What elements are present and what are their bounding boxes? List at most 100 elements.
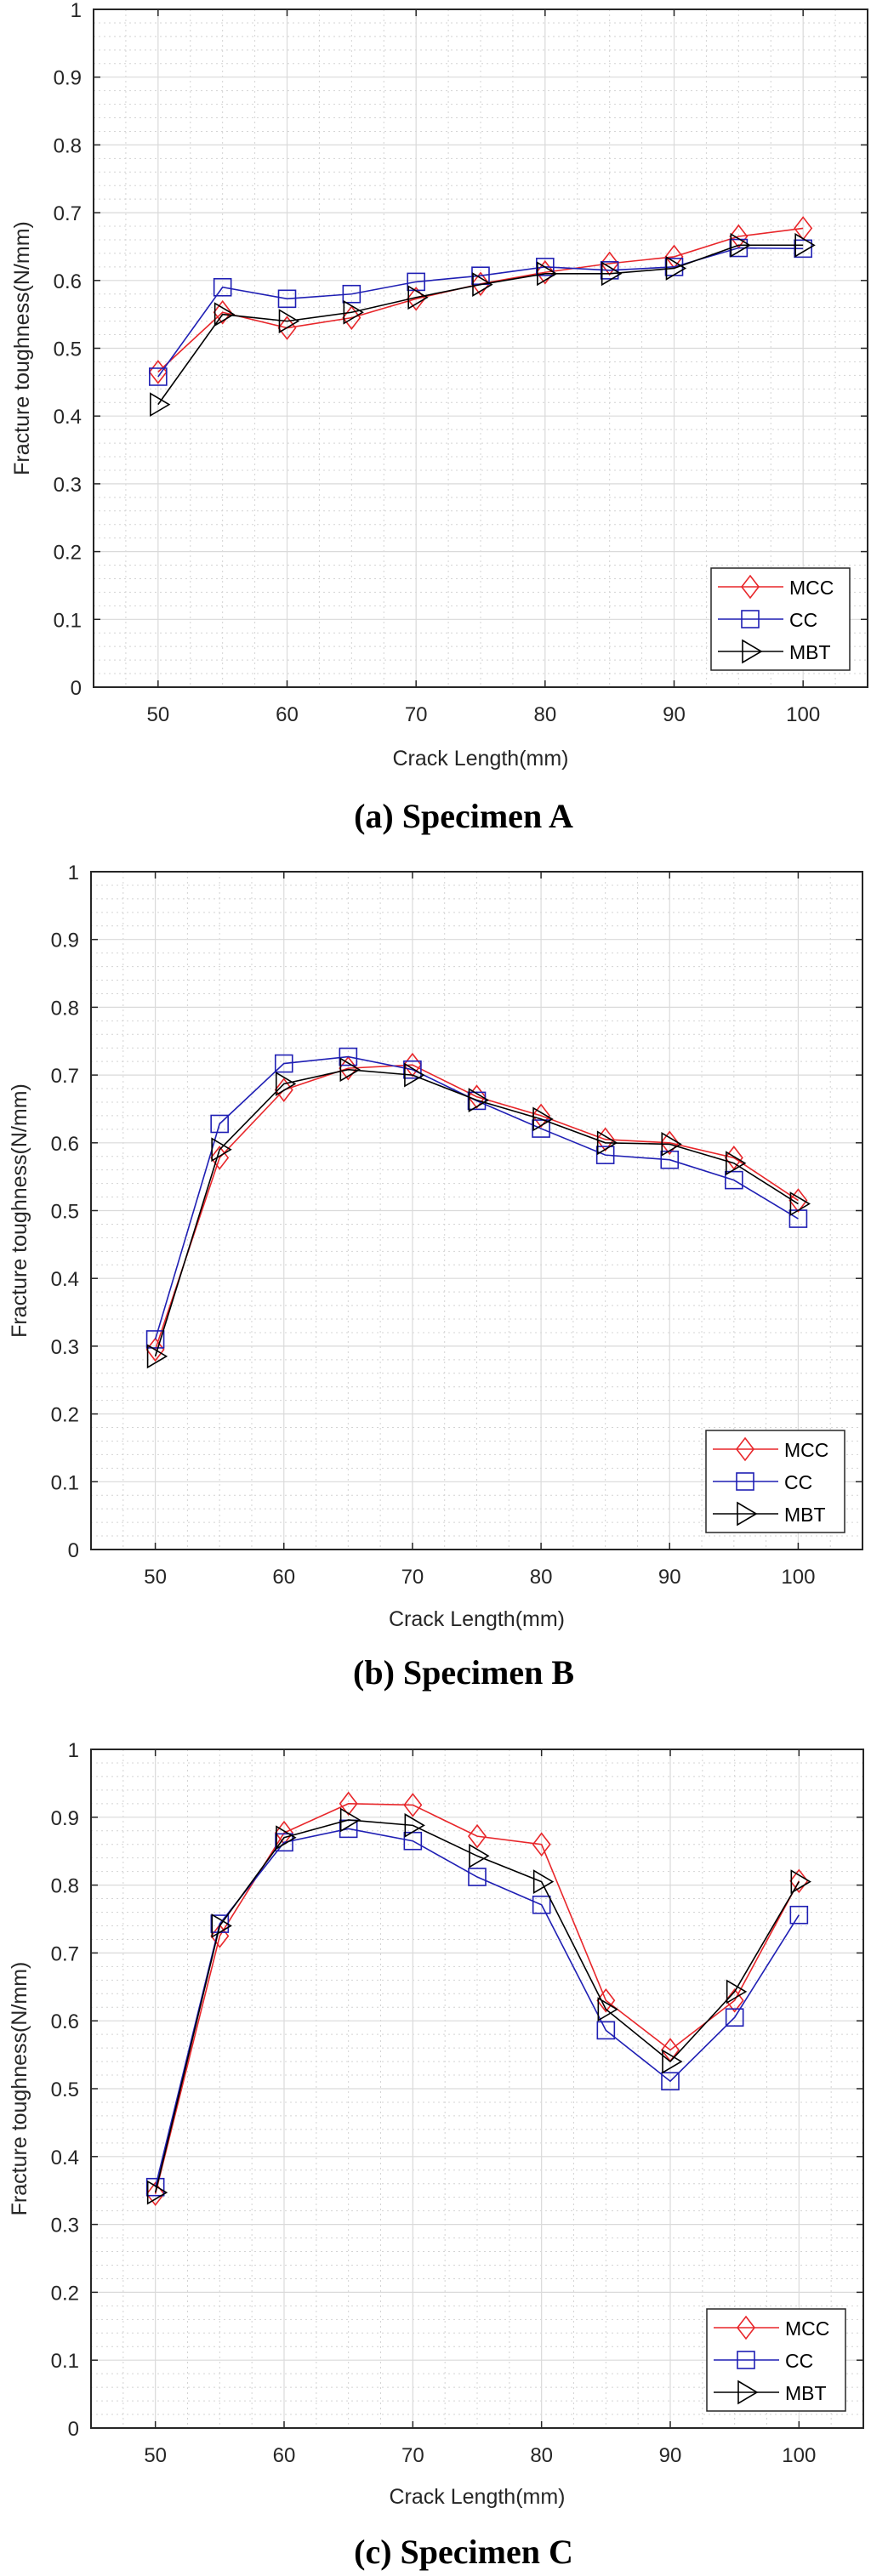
y-tick-label: 0.6 [51,1133,79,1156]
data-point-mcc [535,259,555,285]
y-tick-label: 0.2 [51,2282,79,2305]
data-point-mbt [726,1979,748,2005]
y-tick-label: 0.9 [51,930,79,952]
data-point-cc [403,1060,422,1079]
data-point-cc [213,277,232,297]
y-tick-label: 0.6 [54,270,82,293]
y-tick-label: 0.1 [54,609,82,632]
data-point-mbt [146,2180,168,2205]
data-point-mbt [213,302,236,327]
y-tick-label: 1 [68,1739,79,1762]
data-point-mbt [339,1807,361,1833]
y-tick-label: 0.8 [54,134,82,157]
x-tick-label: 50 [144,1566,167,1589]
data-point-mcc [467,1823,487,1849]
y-tick-label: 1 [71,0,82,22]
data-point-cc [789,1905,809,1925]
data-point-cc [596,2021,616,2040]
data-point-mbt [278,309,300,334]
data-point-cc [277,289,297,309]
data-point-cc [275,1833,293,1852]
data-point-mbt [532,1106,554,1132]
series-mbt [150,232,816,418]
x-tick-label: 100 [782,2444,816,2467]
data-point-mbt [597,1997,618,2022]
data-point-mbt [275,1072,297,1096]
triangle-right-marker-icon [737,2380,759,2405]
x-tick-label: 80 [530,2444,553,2467]
data-point-cc [532,1895,551,1914]
data-point-mcc [145,2181,165,2207]
data-point-mbt [537,261,558,287]
figure-caption: (a) Specimen A [354,797,573,835]
x-tick-label: 70 [405,703,428,726]
series-line-mcc [154,1064,799,1351]
data-point-mbt [339,1057,361,1083]
x-axis-label: Crack Length(mm) [390,2485,566,2509]
data-point-mbt [532,1869,555,1895]
legend-label: MCC [784,1439,828,1461]
data-point-cc [145,2177,165,2197]
data-point-mbt [665,256,687,281]
data-point-cc [149,367,168,386]
data-point-mbt [661,1131,682,1157]
data-point-mbt [276,1825,297,1851]
y-tick-label: 0.7 [51,1065,79,1088]
data-point-cc [725,1170,743,1190]
data-point-mbt [150,392,171,418]
y-tick-label: 0.2 [51,1404,79,1427]
data-point-mcc [470,271,491,297]
y-tick-label: 0.2 [54,542,82,565]
x-tick-label: 60 [273,2444,296,2467]
series-line-mbt [154,1068,799,1357]
x-tick-label: 90 [658,1566,681,1589]
legend-label: MBT [785,2382,827,2404]
data-point-mcc [725,1987,744,2013]
legend-label: MCC [785,2317,829,2340]
data-point-mbt [662,2049,683,2074]
plot-frame [90,1749,864,2429]
data-point-mbt [468,1088,490,1112]
data-point-mcc [532,1103,551,1129]
legend-label: MBT [789,641,831,663]
x-tick-label: 100 [781,1566,815,1589]
data-point-cc [274,1054,293,1073]
legend: MCC CC MBT [710,567,851,671]
figure-caption: (c) Specimen C [354,2533,573,2571]
square-marker-icon [737,2351,755,2369]
legend-item-mbt: MBT [714,2380,827,2405]
data-point-mbt [407,285,429,310]
plot-frame [93,9,868,688]
data-point-cc [661,2072,680,2091]
data-point-cc [467,1091,487,1111]
y-tick-label: 0.4 [51,2147,79,2169]
y-tick-label: 0.7 [54,202,82,225]
legend-item-cc: CC [714,2350,813,2372]
x-tick-label: 100 [786,703,820,726]
data-point-mbt [596,1130,618,1156]
y-tick-label: 0.1 [51,1471,79,1494]
legend-label: CC [789,609,817,631]
data-point-mcc [595,1127,615,1152]
y-tick-label: 0.5 [51,1201,79,1224]
data-point-mbt [601,261,623,287]
y-tick-label: 0.3 [51,2215,79,2238]
data-point-mbt [469,1843,490,1868]
triangle-right-marker-icon [737,1501,758,1527]
square-marker-icon [736,1472,754,1491]
y-tick-label: 0.7 [51,1942,79,1965]
diamond-marker-icon [736,2315,756,2340]
data-point-mcc [403,1793,423,1817]
legend: MCC CC MBT [706,2308,846,2412]
data-point-cc [794,239,812,259]
data-point-cc [532,1119,550,1138]
y-tick-label: 0.4 [54,406,82,429]
legend-item-mbt: MBT [718,639,831,664]
data-point-cc [600,261,619,280]
data-point-cc [210,1114,229,1134]
y-tick-label: 0.8 [51,997,79,1020]
y-axis-label: Fracture toughness(N/mm) [8,1962,31,2216]
legend-item-mbt: MBT [713,1501,826,1527]
data-point-mbt [146,1344,168,1369]
